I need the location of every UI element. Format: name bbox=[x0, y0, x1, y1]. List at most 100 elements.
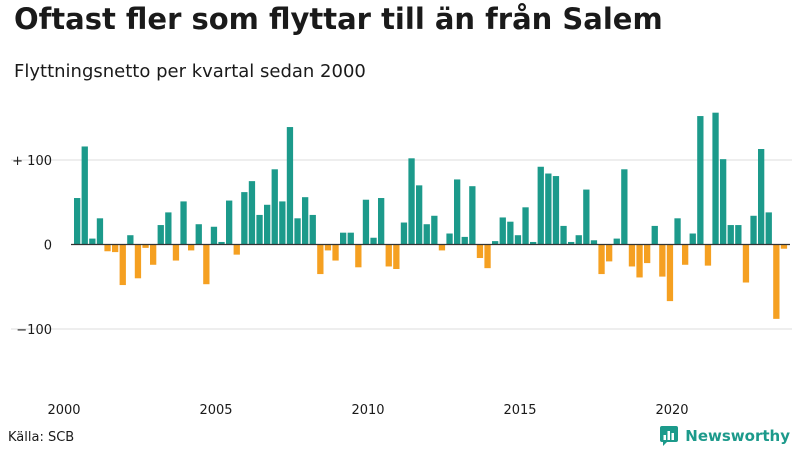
y-tick-label: −100 bbox=[16, 323, 52, 338]
bar bbox=[727, 225, 734, 245]
bar bbox=[302, 197, 309, 245]
bar bbox=[628, 244, 636, 267]
bar bbox=[393, 244, 400, 269]
bar bbox=[423, 224, 430, 245]
bar bbox=[180, 201, 187, 245]
chart-title: Oftast fler som flyttar till än från Sal… bbox=[14, 2, 663, 36]
bar bbox=[765, 212, 772, 245]
bar bbox=[606, 244, 613, 262]
bar bbox=[408, 158, 415, 245]
bar bbox=[256, 214, 263, 245]
bar bbox=[150, 244, 157, 265]
bar bbox=[492, 241, 499, 245]
bar bbox=[530, 241, 537, 245]
y-tick-label: + 100 bbox=[12, 154, 52, 169]
bar bbox=[454, 179, 461, 245]
bar bbox=[621, 169, 628, 245]
bar bbox=[324, 244, 332, 251]
bar bbox=[241, 192, 248, 245]
bar bbox=[537, 166, 544, 245]
x-tick-label: 2010 bbox=[351, 403, 384, 418]
x-tick-label: 2015 bbox=[503, 403, 536, 418]
x-tick-label: 2020 bbox=[655, 403, 688, 418]
bar bbox=[385, 244, 392, 267]
bar bbox=[613, 238, 620, 245]
bar bbox=[568, 241, 575, 245]
bar bbox=[750, 215, 757, 245]
bar bbox=[378, 198, 385, 245]
bar bbox=[294, 218, 301, 245]
bar bbox=[226, 200, 233, 245]
bar bbox=[476, 244, 484, 259]
chart-subtitle: Flyttningsnetto per kvartal sedan 2000 bbox=[14, 61, 366, 82]
bar bbox=[362, 199, 370, 245]
bar bbox=[233, 244, 240, 255]
bar bbox=[659, 244, 666, 277]
bar bbox=[735, 225, 742, 245]
bar bbox=[773, 244, 780, 319]
bar bbox=[431, 215, 438, 245]
brand-name: Newsworthy bbox=[685, 427, 790, 445]
bar bbox=[636, 244, 643, 278]
bar bbox=[469, 186, 476, 245]
bar bbox=[317, 244, 324, 275]
bar bbox=[758, 149, 765, 245]
bar bbox=[461, 236, 468, 245]
newsworthy-logo-icon bbox=[660, 426, 679, 446]
bar bbox=[400, 222, 408, 245]
bar bbox=[248, 181, 256, 245]
bar bbox=[484, 244, 491, 269]
bar bbox=[522, 207, 529, 245]
bar bbox=[340, 232, 347, 245]
bar bbox=[682, 244, 689, 265]
bar bbox=[264, 204, 271, 245]
bar bbox=[74, 198, 81, 245]
bar bbox=[81, 146, 88, 245]
brand: Newsworthy bbox=[660, 426, 790, 446]
bar bbox=[674, 218, 681, 245]
bar bbox=[712, 112, 719, 245]
bar bbox=[514, 235, 522, 245]
bar bbox=[172, 244, 180, 261]
bar bbox=[203, 244, 210, 285]
bar bbox=[583, 189, 590, 245]
bar bbox=[119, 244, 126, 286]
bar bbox=[560, 225, 567, 245]
bar bbox=[590, 240, 598, 245]
bar bbox=[545, 173, 552, 245]
bar bbox=[697, 116, 704, 245]
bar bbox=[704, 244, 712, 266]
bar bbox=[279, 201, 286, 245]
bar bbox=[112, 244, 119, 253]
bar bbox=[210, 226, 218, 245]
bar bbox=[96, 218, 104, 245]
bar bbox=[157, 225, 164, 245]
bar bbox=[438, 244, 446, 251]
source-note: Källa: SCB bbox=[8, 430, 75, 445]
bar bbox=[142, 244, 149, 248]
bar bbox=[370, 237, 377, 245]
bar bbox=[104, 244, 111, 252]
bar bbox=[598, 244, 605, 275]
bar bbox=[446, 233, 453, 245]
bar bbox=[347, 232, 354, 245]
bar bbox=[416, 185, 423, 245]
bar bbox=[134, 244, 142, 279]
bar bbox=[742, 244, 750, 283]
bar bbox=[165, 212, 172, 245]
bar bbox=[666, 244, 674, 302]
bar bbox=[720, 159, 727, 245]
y-tick-label: 0 bbox=[44, 239, 52, 254]
bar bbox=[651, 225, 658, 245]
bar bbox=[507, 221, 514, 245]
x-tick-label: 2000 bbox=[47, 403, 80, 418]
bar bbox=[195, 224, 202, 245]
bar bbox=[644, 244, 651, 264]
bar bbox=[575, 235, 582, 245]
bar bbox=[689, 233, 696, 245]
bar bbox=[332, 244, 339, 261]
bar bbox=[286, 127, 294, 245]
bar bbox=[89, 238, 96, 245]
bar bbox=[127, 235, 134, 245]
x-tick-label: 2005 bbox=[199, 403, 232, 418]
